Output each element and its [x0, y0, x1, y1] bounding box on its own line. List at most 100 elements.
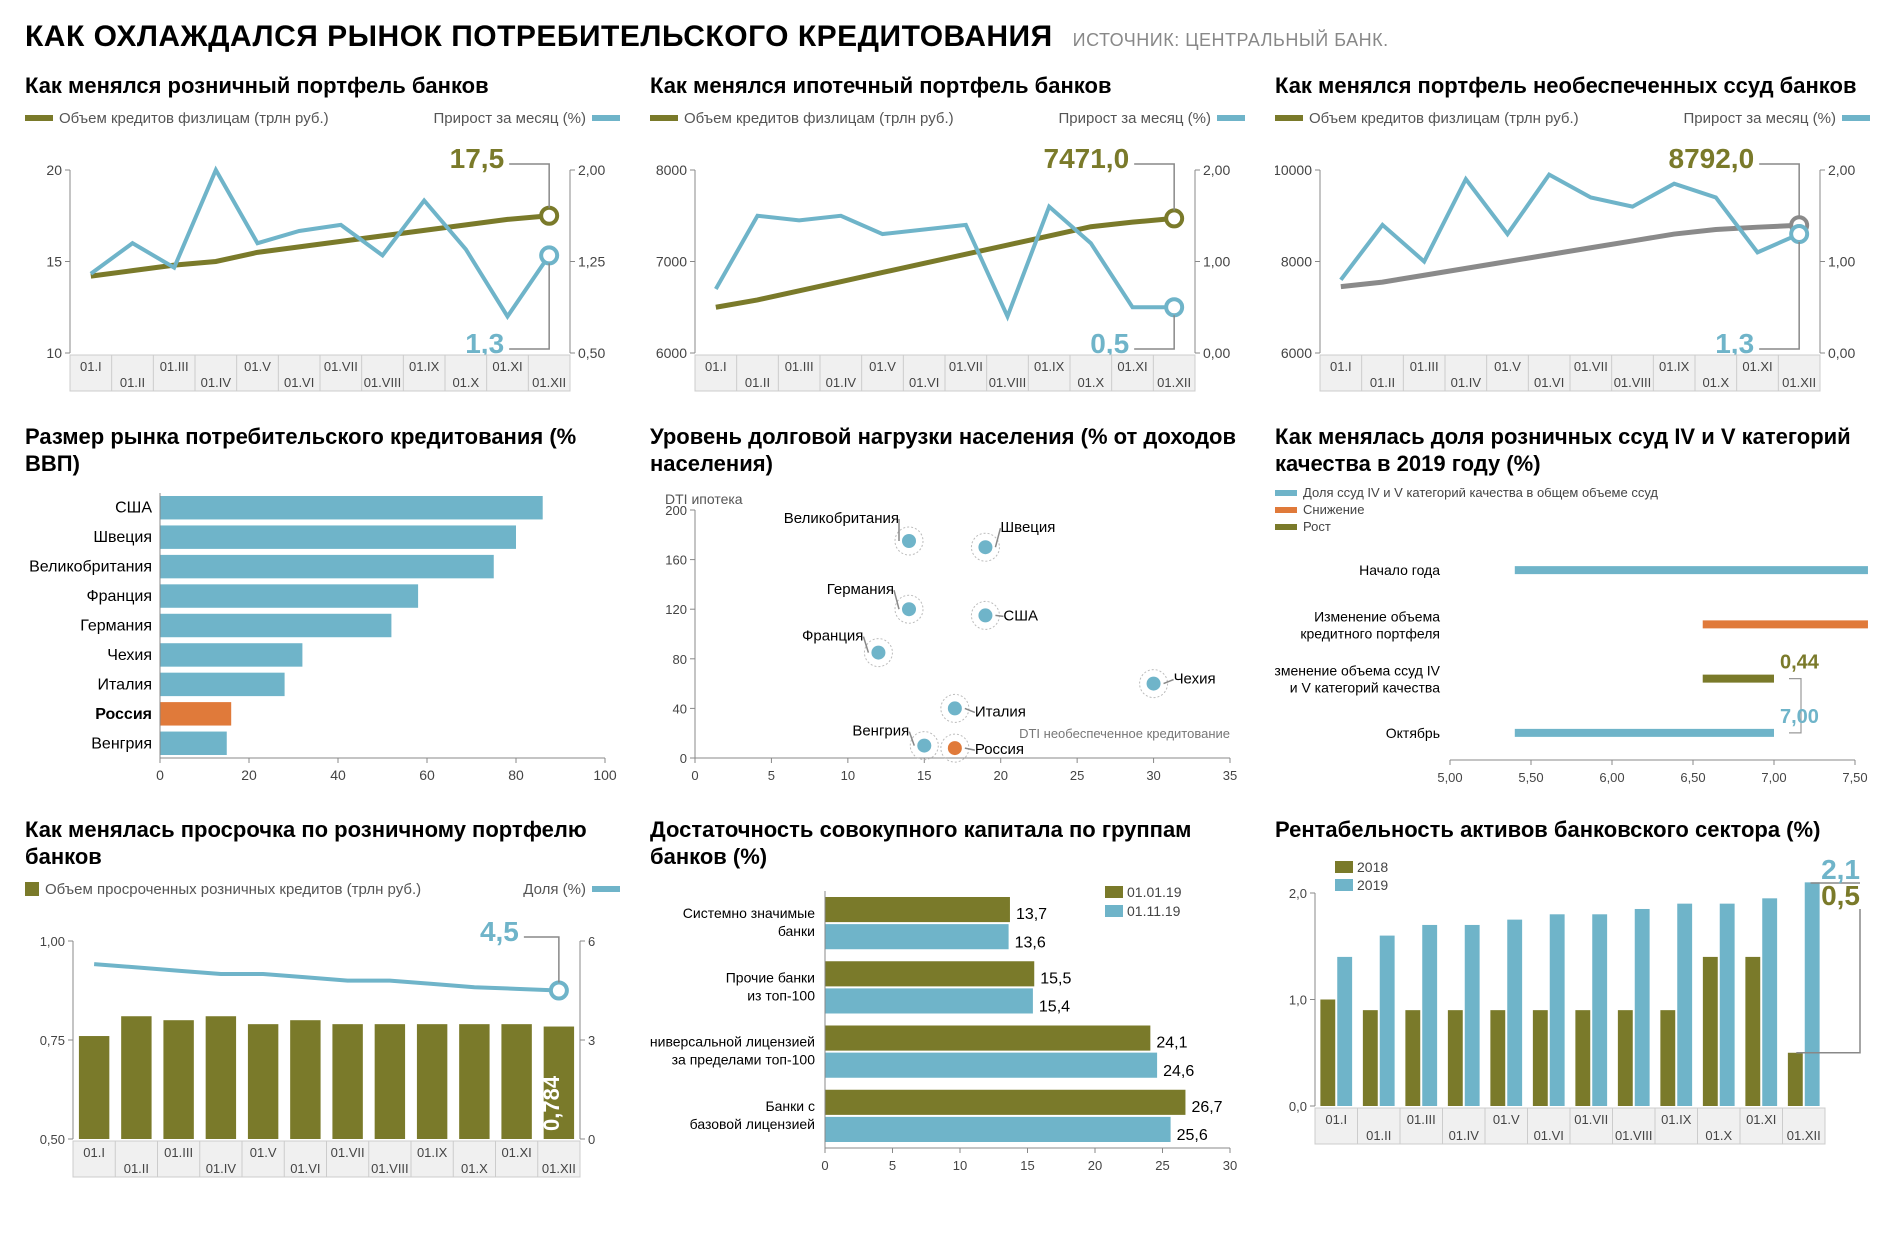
svg-text:100: 100: [593, 767, 617, 783]
svg-text:15,5: 15,5: [1040, 970, 1071, 987]
svg-text:15,4: 15,4: [1039, 998, 1070, 1015]
swatch-blue: [1842, 115, 1870, 121]
svg-text:60: 60: [419, 767, 435, 783]
svg-text:Изменение объема ссуд IV: Изменение объема ссуд IV: [1275, 662, 1441, 678]
svg-text:Германия: Германия: [827, 581, 894, 598]
svg-text:Франция: Франция: [802, 627, 863, 644]
svg-text:26,7: 26,7: [1191, 1098, 1222, 1115]
svg-text:01.XII: 01.XII: [1787, 1128, 1821, 1143]
svg-text:банки: банки: [778, 923, 815, 939]
svg-text:01.IX: 01.IX: [1661, 1112, 1692, 1127]
svg-text:35: 35: [1223, 768, 1237, 783]
swatch-blue: [1217, 115, 1245, 121]
source: ИСТОЧНИК: ЦЕНТРАЛЬНЫЙ БАНК.: [1073, 30, 1389, 51]
svg-text:Банки с: Банки с: [765, 1097, 815, 1113]
svg-text:01.II: 01.II: [120, 375, 145, 390]
svg-text:5,50: 5,50: [1518, 770, 1543, 785]
panel-title: Как менялась просрочка по розничному пор…: [25, 816, 620, 871]
svg-text:120: 120: [665, 602, 687, 617]
svg-text:01.VIII: 01.VIII: [371, 1161, 409, 1176]
svg-text:01.IV: 01.IV: [826, 375, 857, 390]
svg-text:01.IV: 01.IV: [201, 375, 232, 390]
svg-text:2,00: 2,00: [578, 162, 605, 178]
legend-label: Прирост за месяц (%): [1059, 110, 1211, 127]
svg-text:01.XII: 01.XII: [532, 375, 566, 390]
svg-text:Чехия: Чехия: [107, 646, 152, 663]
svg-text:кредитного портфеля: кредитного портфеля: [1300, 625, 1440, 641]
svg-text:1,3: 1,3: [1715, 328, 1754, 359]
chart-roa: 201820190,01,02,02,10,501.I01.II01.III01…: [1275, 853, 1870, 1148]
legend-label: Прирост за месяц (%): [1684, 110, 1836, 127]
svg-text:200: 200: [665, 503, 687, 518]
svg-text:10: 10: [46, 345, 62, 361]
svg-text:01.I: 01.I: [705, 359, 727, 374]
svg-text:0: 0: [680, 751, 687, 766]
svg-text:01.XII: 01.XII: [1157, 375, 1191, 390]
svg-text:и V категорий качества: и V категорий качества: [1290, 679, 1440, 695]
svg-text:01.X: 01.X: [1702, 375, 1729, 390]
svg-text:1,25: 1,25: [578, 253, 605, 269]
svg-text:25: 25: [1070, 768, 1084, 783]
svg-text:0,5: 0,5: [1821, 880, 1860, 911]
svg-text:01.II: 01.II: [1370, 375, 1395, 390]
panel-title: Уровень долговой нагрузки населения (% о…: [650, 423, 1245, 478]
legend-label: Объем просроченных розничных кредитов (т…: [45, 881, 421, 898]
panel-title: Как менялся ипотечный портфель банков: [650, 72, 1245, 100]
svg-text:Италия: Италия: [975, 703, 1026, 720]
svg-text:01.V: 01.V: [1493, 1112, 1520, 1127]
svg-text:Венгрия: Венгрия: [852, 722, 909, 739]
svg-text:01.IX: 01.IX: [409, 359, 440, 374]
svg-text:01.IX: 01.IX: [417, 1145, 448, 1160]
svg-text:01.VII: 01.VII: [1574, 1112, 1608, 1127]
svg-text:01.III: 01.III: [785, 359, 814, 374]
svg-text:24,6: 24,6: [1163, 1062, 1194, 1079]
svg-text:6,50: 6,50: [1680, 770, 1705, 785]
svg-text:20: 20: [46, 162, 62, 178]
svg-text:25,6: 25,6: [1177, 1127, 1208, 1144]
chart-retail: 1015200,501,252,0017,51,301.I01.II01.III…: [25, 135, 620, 395]
panel-title: Как менялся портфель необеспеченных ссуд…: [1275, 72, 1870, 100]
legend-label: Прирост за месяц (%): [434, 110, 586, 127]
chart-debt-burden: DTI ипотека0408012016020005101520253035В…: [650, 488, 1245, 788]
svg-text:0: 0: [588, 1132, 595, 1147]
svg-text:0,50: 0,50: [40, 1132, 65, 1147]
svg-text:Венгрия: Венгрия: [91, 735, 152, 752]
svg-text:01.VI: 01.VI: [284, 375, 314, 390]
svg-text:01.X: 01.X: [461, 1161, 488, 1176]
svg-text:0: 0: [691, 768, 698, 783]
swatch-blue: [592, 115, 620, 121]
svg-text:20: 20: [993, 768, 1007, 783]
legend-label: Объем кредитов физлицам (трлн руб.): [684, 110, 954, 127]
svg-text:01.IV: 01.IV: [1449, 1128, 1480, 1143]
svg-text:2,00: 2,00: [1203, 162, 1230, 178]
svg-text:1,00: 1,00: [1828, 253, 1855, 269]
svg-text:01.III: 01.III: [1410, 359, 1439, 374]
svg-text:Великобритания: Великобритания: [784, 510, 899, 527]
svg-text:01.VI: 01.VI: [1534, 375, 1564, 390]
svg-text:0: 0: [156, 767, 164, 783]
svg-text:15: 15: [46, 253, 62, 269]
svg-text:01.IX: 01.IX: [1659, 359, 1690, 374]
svg-text:01.III: 01.III: [164, 1145, 193, 1160]
svg-text:10000: 10000: [1275, 162, 1312, 178]
svg-text:01.VI: 01.VI: [909, 375, 939, 390]
panel-title: Размер рынка потребительского кредитован…: [25, 423, 620, 478]
svg-text:1,00: 1,00: [1203, 253, 1230, 269]
panel-capital-adequacy: Достаточность совокупного капитала по гр…: [650, 816, 1245, 1181]
svg-text:01.IV: 01.IV: [206, 1161, 237, 1176]
svg-text:01.II: 01.II: [124, 1161, 149, 1176]
chart-mortgage: 6000700080000,001,002,007471,00,501.I01.…: [650, 135, 1245, 395]
svg-text:Снижение: Снижение: [1303, 502, 1364, 517]
svg-text:01.VIII: 01.VIII: [1615, 1128, 1653, 1143]
svg-text:01.XI: 01.XI: [492, 359, 522, 374]
panel-unsecured-portfolio: Как менялся портфель необеспеченных ссуд…: [1275, 72, 1870, 395]
svg-text:30: 30: [1223, 1158, 1237, 1173]
panel-quality-share: Как менялась доля розничных ссуд IV и V …: [1275, 423, 1870, 788]
svg-text:Россия: Россия: [975, 741, 1024, 758]
chart-capital-adequacy: 01.01.1901.11.19Системно значимыебанки13…: [650, 881, 1245, 1176]
svg-text:за пределами топ-100: за пределами топ-100: [672, 1051, 816, 1067]
panel-title: Достаточность совокупного капитала по гр…: [650, 816, 1245, 871]
svg-text:40: 40: [673, 701, 687, 716]
svg-text:DTI необеспеченное кредитовани: DTI необеспеченное кредитование: [1019, 726, 1230, 741]
svg-text:80: 80: [508, 767, 524, 783]
